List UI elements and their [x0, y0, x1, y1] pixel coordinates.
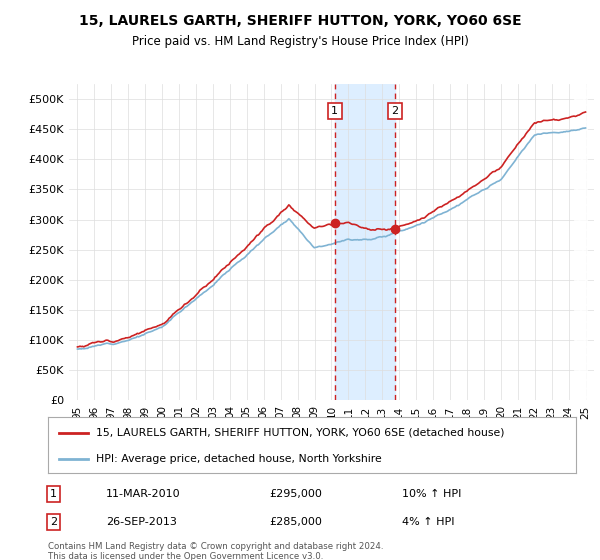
Text: 1: 1: [331, 106, 338, 116]
Text: 15, LAURELS GARTH, SHERIFF HUTTON, YORK, YO60 6SE (detached house): 15, LAURELS GARTH, SHERIFF HUTTON, YORK,…: [95, 428, 504, 438]
Text: £295,000: £295,000: [270, 489, 323, 499]
Text: Contains HM Land Registry data © Crown copyright and database right 2024.
This d: Contains HM Land Registry data © Crown c…: [48, 542, 383, 560]
Text: 26-SEP-2013: 26-SEP-2013: [106, 517, 177, 527]
Text: £285,000: £285,000: [270, 517, 323, 527]
Text: 11-MAR-2010: 11-MAR-2010: [106, 489, 181, 499]
Text: 2: 2: [50, 517, 57, 527]
Text: 1: 1: [50, 489, 57, 499]
Text: 4% ↑ HPI: 4% ↑ HPI: [402, 517, 454, 527]
Text: Price paid vs. HM Land Registry's House Price Index (HPI): Price paid vs. HM Land Registry's House …: [131, 35, 469, 48]
Bar: [574, 84, 587, 400]
Text: 10% ↑ HPI: 10% ↑ HPI: [402, 489, 461, 499]
Bar: [335, 84, 395, 400]
Text: 15, LAURELS GARTH, SHERIFF HUTTON, YORK, YO60 6SE: 15, LAURELS GARTH, SHERIFF HUTTON, YORK,…: [79, 14, 521, 28]
Text: HPI: Average price, detached house, North Yorkshire: HPI: Average price, detached house, Nort…: [95, 454, 381, 464]
Text: 2: 2: [391, 106, 398, 116]
